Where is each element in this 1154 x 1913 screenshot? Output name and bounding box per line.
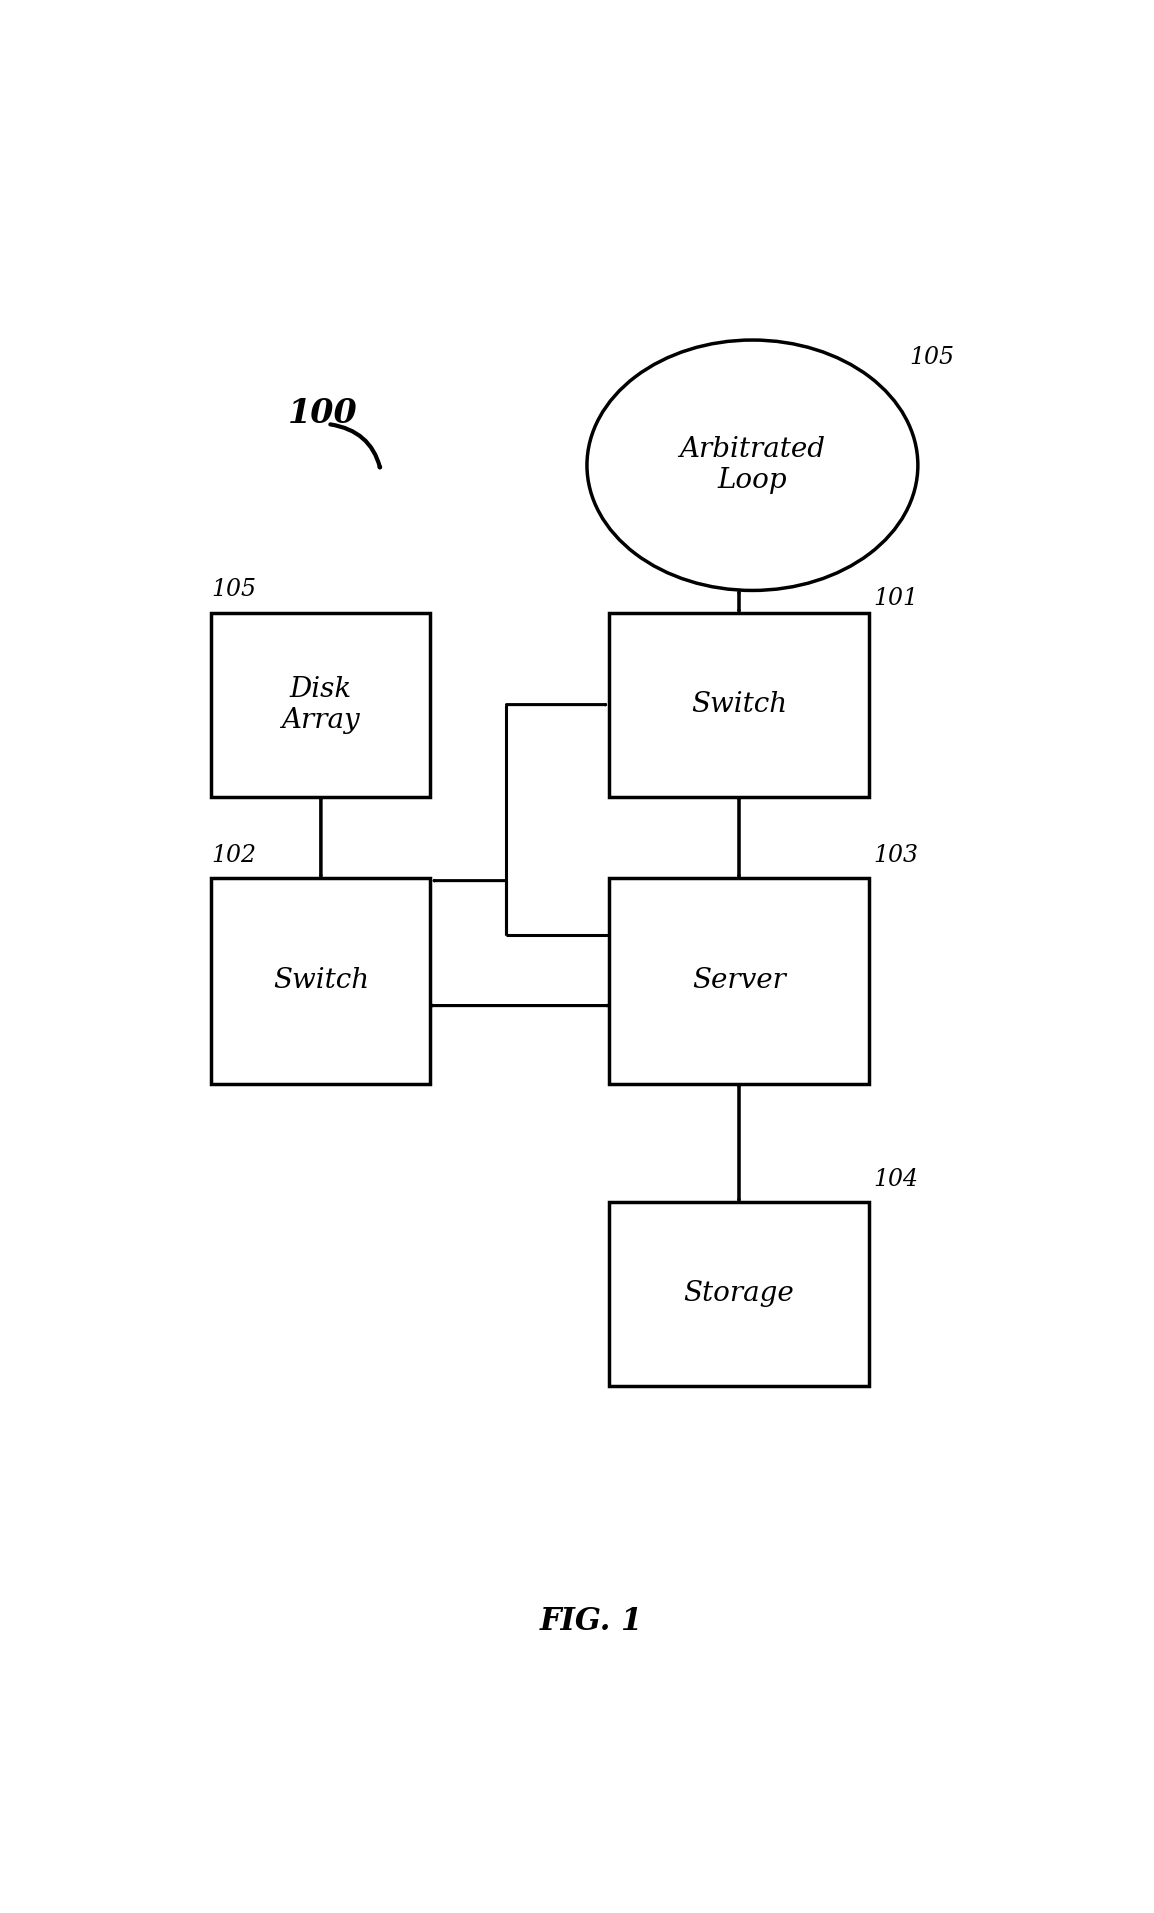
Text: Switch: Switch — [272, 968, 369, 995]
FancyBboxPatch shape — [609, 1201, 869, 1385]
Text: 102: 102 — [211, 844, 256, 867]
Text: Disk
Array: Disk Array — [282, 675, 360, 735]
Text: Arbitrated
Loop: Arbitrated Loop — [680, 436, 825, 494]
Text: 100: 100 — [287, 398, 357, 430]
Text: 104: 104 — [874, 1169, 919, 1192]
FancyBboxPatch shape — [211, 612, 430, 796]
FancyBboxPatch shape — [609, 878, 869, 1085]
Text: 105: 105 — [909, 346, 954, 369]
Text: 101: 101 — [874, 587, 919, 610]
Text: Server: Server — [692, 968, 786, 995]
FancyBboxPatch shape — [211, 878, 430, 1085]
FancyBboxPatch shape — [609, 612, 869, 796]
Text: 105: 105 — [211, 578, 256, 601]
Ellipse shape — [587, 341, 917, 591]
Text: FIG. 1: FIG. 1 — [540, 1607, 643, 1638]
Text: 103: 103 — [874, 844, 919, 867]
Text: Switch: Switch — [691, 691, 787, 717]
Text: Storage: Storage — [683, 1280, 794, 1307]
